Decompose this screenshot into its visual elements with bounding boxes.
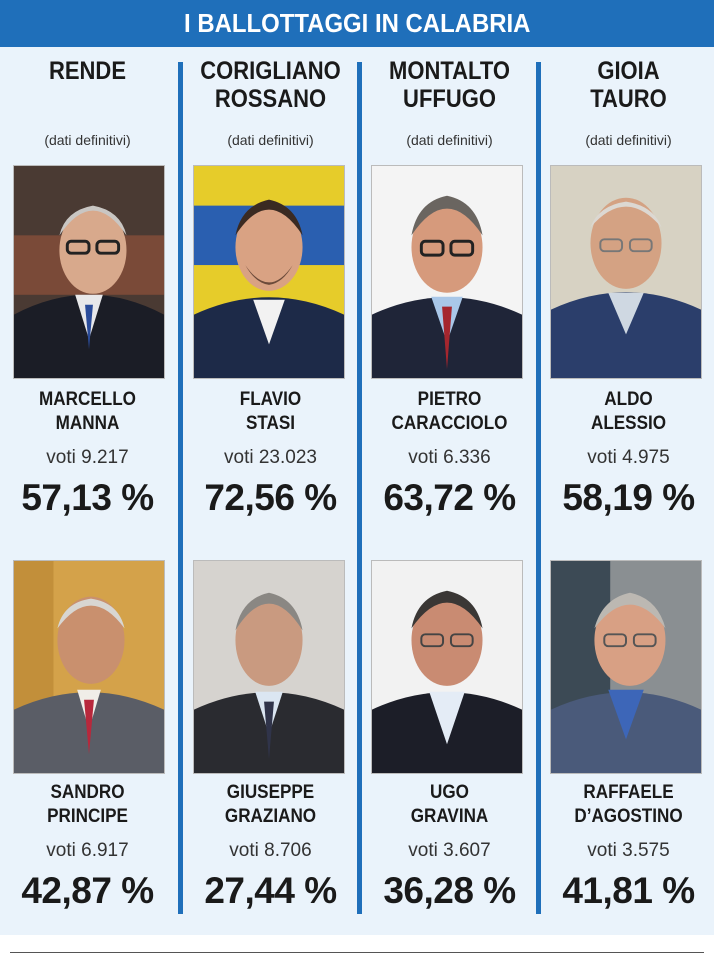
column-divider (357, 62, 362, 914)
candidate-percentage: 63,72 % (383, 477, 516, 518)
column-rende: RENDE (dati definitivi) MARCELLO MANNA v… (0, 47, 175, 935)
page-title: I BALLOTTAGGI IN CALABRIA (183, 8, 531, 38)
city-name-line1: GIOIA (597, 57, 660, 85)
column-divider (536, 62, 541, 914)
candidate-votes: voti 9.217 (46, 447, 129, 468)
candidate-votes: voti 6.336 (408, 447, 491, 468)
candidate-last-name: MANNA (55, 413, 120, 434)
candidate-votes: voti 3.575 (587, 840, 670, 861)
candidate-photo (13, 165, 165, 379)
candidate-name: ALDO ALESSIO (541, 388, 714, 436)
candidate-last-name: PRINCIPE (47, 806, 128, 827)
candidate-last-name: GRAVINA (410, 806, 489, 827)
city-name: GIOIA TAURO (541, 57, 714, 113)
column-montalto-uffugo: MONTALTO UFFUGO (dati definitivi) PIETRO… (362, 47, 537, 935)
column-corigliano-rossano: CORIGLIANO ROSSANO (dati definitivi) FLA… (183, 47, 358, 935)
candidate-percentage: 58,19 % (562, 477, 695, 518)
column-divider (178, 62, 183, 914)
candidate-percentage: 72,56 % (204, 477, 337, 518)
candidate-name: RAFFAELE D’AGOSTINO (541, 781, 714, 829)
candidate-first-name: GIUSEPPE (226, 782, 315, 803)
candidate-votes: voti 23.023 (224, 447, 317, 468)
candidate-name: UGO GRAVINA (362, 781, 537, 829)
bottom-rule (10, 952, 704, 953)
candidate-name: SANDRO PRINCIPE (0, 781, 175, 829)
candidate-photo (371, 165, 523, 379)
city-name-line1: CORIGLIANO (200, 57, 341, 85)
city-name: CORIGLIANO ROSSANO (183, 57, 358, 113)
candidate-first-name: MARCELLO (39, 389, 136, 410)
candidate-photo (193, 165, 345, 379)
candidate-photo (371, 560, 523, 774)
candidate-name: GIUSEPPE GRAZIANO (183, 781, 358, 829)
page-title-banner: I BALLOTTAGGI IN CALABRIA (0, 0, 714, 47)
candidate-votes: voti 6.917 (46, 840, 129, 861)
status-note: (dati definitivi) (44, 132, 131, 148)
city-name-line2: ROSSANO (214, 85, 327, 113)
candidate-photo (13, 560, 165, 774)
candidate-percentage: 27,44 % (204, 870, 337, 911)
candidate-name: PIETRO CARACCIOLO (362, 388, 537, 436)
candidate-percentage: 57,13 % (21, 477, 154, 518)
status-note: (dati definitivi) (406, 132, 493, 148)
candidate-last-name: GRAZIANO (224, 806, 317, 827)
candidate-votes: voti 4.975 (587, 447, 670, 468)
column-gioia-tauro: GIOIA TAURO (dati definitivi) ALDO ALESS… (541, 47, 714, 935)
candidate-first-name: FLAVIO (239, 389, 302, 410)
candidate-first-name: UGO (430, 782, 469, 803)
candidate-name: FLAVIO STASI (183, 388, 358, 436)
candidate-votes: voti 8.706 (229, 840, 312, 861)
city-name-line2: UFFUGO (403, 85, 496, 113)
candidate-name: MARCELLO MANNA (0, 388, 175, 436)
candidate-first-name: PIETRO (417, 389, 482, 410)
candidate-percentage: 36,28 % (383, 870, 516, 911)
candidate-first-name: RAFFAELE (583, 782, 674, 803)
candidate-photo (550, 165, 702, 379)
candidate-votes: voti 3.607 (408, 840, 491, 861)
candidate-last-name: CARACCIOLO (391, 413, 508, 434)
city-name: MONTALTO UFFUGO (362, 57, 537, 113)
candidate-percentage: 41,81 % (562, 870, 695, 911)
city-name-line1: MONTALTO (389, 57, 510, 85)
candidate-last-name: D’AGOSTINO (574, 806, 683, 827)
candidate-photo (550, 560, 702, 774)
candidate-first-name: ALDO (604, 389, 653, 410)
candidate-first-name: SANDRO (50, 782, 125, 803)
city-name: RENDE (0, 57, 175, 85)
candidate-percentage: 42,87 % (21, 870, 154, 911)
candidate-last-name: STASI (245, 413, 296, 434)
candidate-photo (193, 560, 345, 774)
status-note: (dati definitivi) (227, 132, 314, 148)
city-name-line1: RENDE (48, 57, 126, 85)
candidate-last-name: ALESSIO (590, 413, 667, 434)
city-name-line2: TAURO (590, 85, 667, 113)
status-note: (dati definitivi) (585, 132, 672, 148)
